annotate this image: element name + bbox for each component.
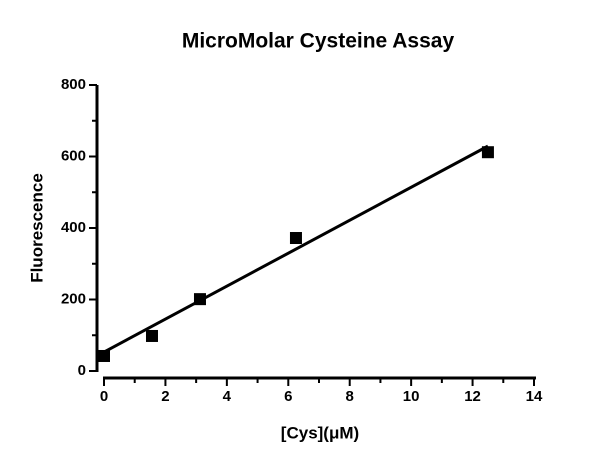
y-tick-label: 0 bbox=[78, 362, 86, 379]
data-point bbox=[98, 349, 110, 362]
data-point bbox=[145, 329, 158, 342]
y-tick-label: 600 bbox=[61, 147, 86, 164]
x-tick-label: 10 bbox=[403, 388, 420, 405]
y-axis-label: Fluorescence bbox=[27, 173, 46, 283]
x-tick-label: 6 bbox=[284, 388, 292, 405]
chart-title: MicroMolar Cysteine Assay bbox=[182, 30, 455, 53]
x-tick-label: 14 bbox=[526, 388, 543, 405]
data-point bbox=[481, 146, 494, 159]
x-tick-label: 2 bbox=[161, 388, 169, 405]
x-tick-label: 4 bbox=[223, 388, 232, 405]
fit-line bbox=[103, 144, 489, 354]
x-tick-label: 8 bbox=[346, 388, 354, 405]
y-tick-label: 400 bbox=[61, 219, 86, 236]
x-tick-label: 12 bbox=[464, 388, 481, 405]
x-tick-label: 0 bbox=[100, 388, 108, 405]
y-tick-label: 200 bbox=[61, 290, 86, 307]
data-point bbox=[289, 232, 302, 245]
y-tick-label: 800 bbox=[61, 76, 86, 93]
data-point bbox=[193, 293, 206, 306]
x-axis-label: [Cys](μM) bbox=[281, 423, 359, 442]
